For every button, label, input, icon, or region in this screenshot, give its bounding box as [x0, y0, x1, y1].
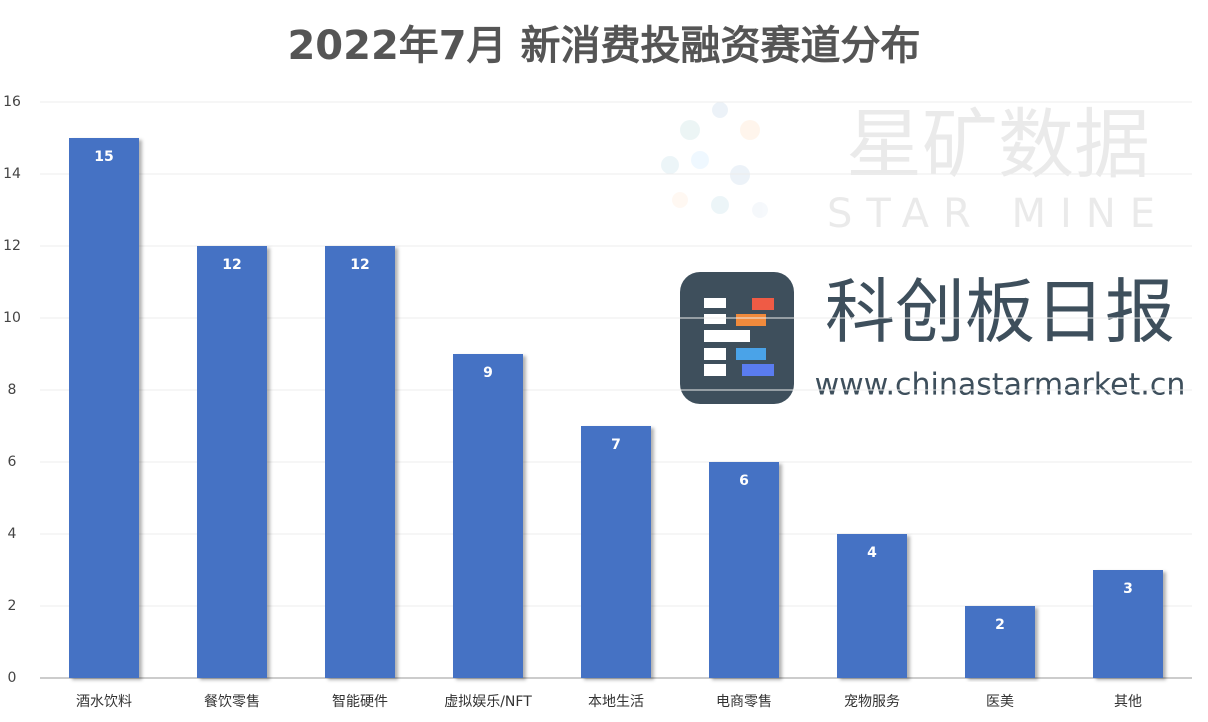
bar [453, 354, 523, 678]
x-tick-label: 餐饮零售 [204, 694, 260, 710]
bar [837, 534, 907, 678]
x-tick-label: 医美 [986, 694, 1014, 710]
data-label: 12 [350, 257, 369, 273]
y-tick-label: 8 [8, 382, 17, 398]
logo-url: www.chinastarmarket.cn [815, 368, 1186, 403]
data-label: 12 [222, 257, 241, 273]
bar [709, 462, 779, 678]
data-label: 15 [94, 149, 113, 165]
chart-title: 2022年7月 新消费投融资赛道分布 [287, 23, 920, 69]
bar [965, 606, 1035, 678]
x-tick-label: 电商零售 [716, 694, 772, 710]
bar [581, 426, 651, 678]
y-tick-label: 14 [3, 166, 21, 182]
bar [325, 246, 395, 678]
bar [197, 246, 267, 678]
y-tick-label: 6 [8, 454, 17, 470]
bar [1093, 570, 1163, 678]
y-tick-label: 16 [3, 94, 21, 110]
y-tick-label: 2 [8, 598, 17, 614]
data-label: 9 [483, 365, 493, 381]
data-label: 4 [867, 545, 877, 561]
data-label: 6 [739, 473, 749, 489]
x-tick-label: 宠物服务 [844, 694, 900, 710]
watermark-text: STAR MINE [827, 191, 1169, 237]
bar [69, 138, 139, 678]
y-tick-label: 4 [8, 526, 17, 542]
logo-text: 科创板日报 [825, 271, 1175, 353]
x-tick-label: 智能硬件 [332, 694, 388, 710]
data-label: 2 [995, 617, 1005, 633]
y-tick-label: 12 [3, 238, 21, 254]
x-tick-label: 虚拟娱乐/NFT [444, 694, 532, 710]
data-label: 7 [611, 437, 621, 453]
x-tick-label: 酒水饮料 [76, 694, 132, 710]
data-label: 3 [1123, 581, 1133, 597]
watermark-text: 星矿数据 [846, 100, 1150, 189]
x-tick-label: 本地生活 [588, 694, 644, 710]
y-tick-label: 10 [3, 310, 21, 326]
y-tick-label: 0 [8, 670, 17, 686]
x-tick-label: 其他 [1114, 694, 1142, 710]
watermark [661, 102, 768, 218]
logo-icon [680, 272, 794, 404]
